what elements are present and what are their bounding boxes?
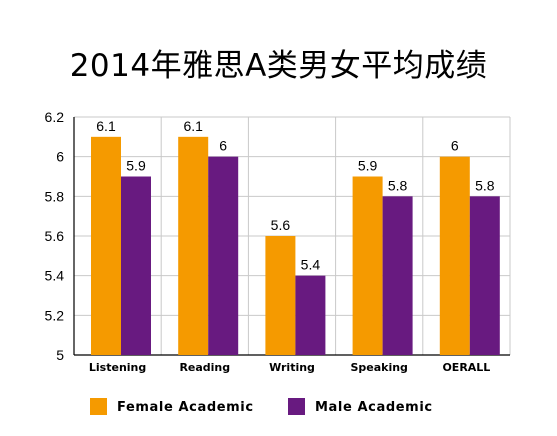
data-label: 5.6 <box>271 217 291 233</box>
bar <box>208 156 239 355</box>
bar <box>352 176 383 355</box>
y-tick-label: 5.6 <box>45 228 65 244</box>
y-tick-label: 5.4 <box>45 268 65 284</box>
y-tick-label: 5.8 <box>45 188 65 204</box>
data-label: 5.9 <box>126 158 146 174</box>
legend-label: Male Academic <box>315 400 433 415</box>
data-label: 5.8 <box>475 177 495 193</box>
bar <box>469 196 500 355</box>
x-tick-label: OERALL <box>442 361 490 374</box>
data-label: 5.4 <box>301 257 321 273</box>
data-label: 5.8 <box>388 177 408 193</box>
legend-label: Female Academic <box>117 400 254 415</box>
bar <box>439 156 470 355</box>
x-tick-label: Listening <box>89 361 146 374</box>
bar <box>91 136 121 355</box>
data-label: 6.1 <box>96 118 116 134</box>
legend-swatch <box>90 398 107 415</box>
x-tick-label: Speaking <box>350 361 407 374</box>
bar <box>121 176 151 355</box>
data-label: 6 <box>451 138 459 154</box>
y-tick-label: 6.2 <box>45 109 65 125</box>
legend-swatch <box>288 398 305 415</box>
data-label: 6 <box>219 138 227 154</box>
bar <box>382 196 413 355</box>
chart-title: 2014年雅思A类男女平均成绩 <box>69 48 488 84</box>
bar <box>295 275 326 355</box>
bar <box>265 236 296 355</box>
x-tick-label: Reading <box>179 361 230 374</box>
x-tick-label: Writing <box>269 361 315 374</box>
y-tick-label: 6 <box>56 149 64 165</box>
bar <box>178 136 209 355</box>
y-tick-label: 5.2 <box>45 307 65 323</box>
data-label: 6.1 <box>183 118 203 134</box>
y-tick-label: 5 <box>56 347 64 363</box>
data-label: 5.9 <box>358 158 378 174</box>
